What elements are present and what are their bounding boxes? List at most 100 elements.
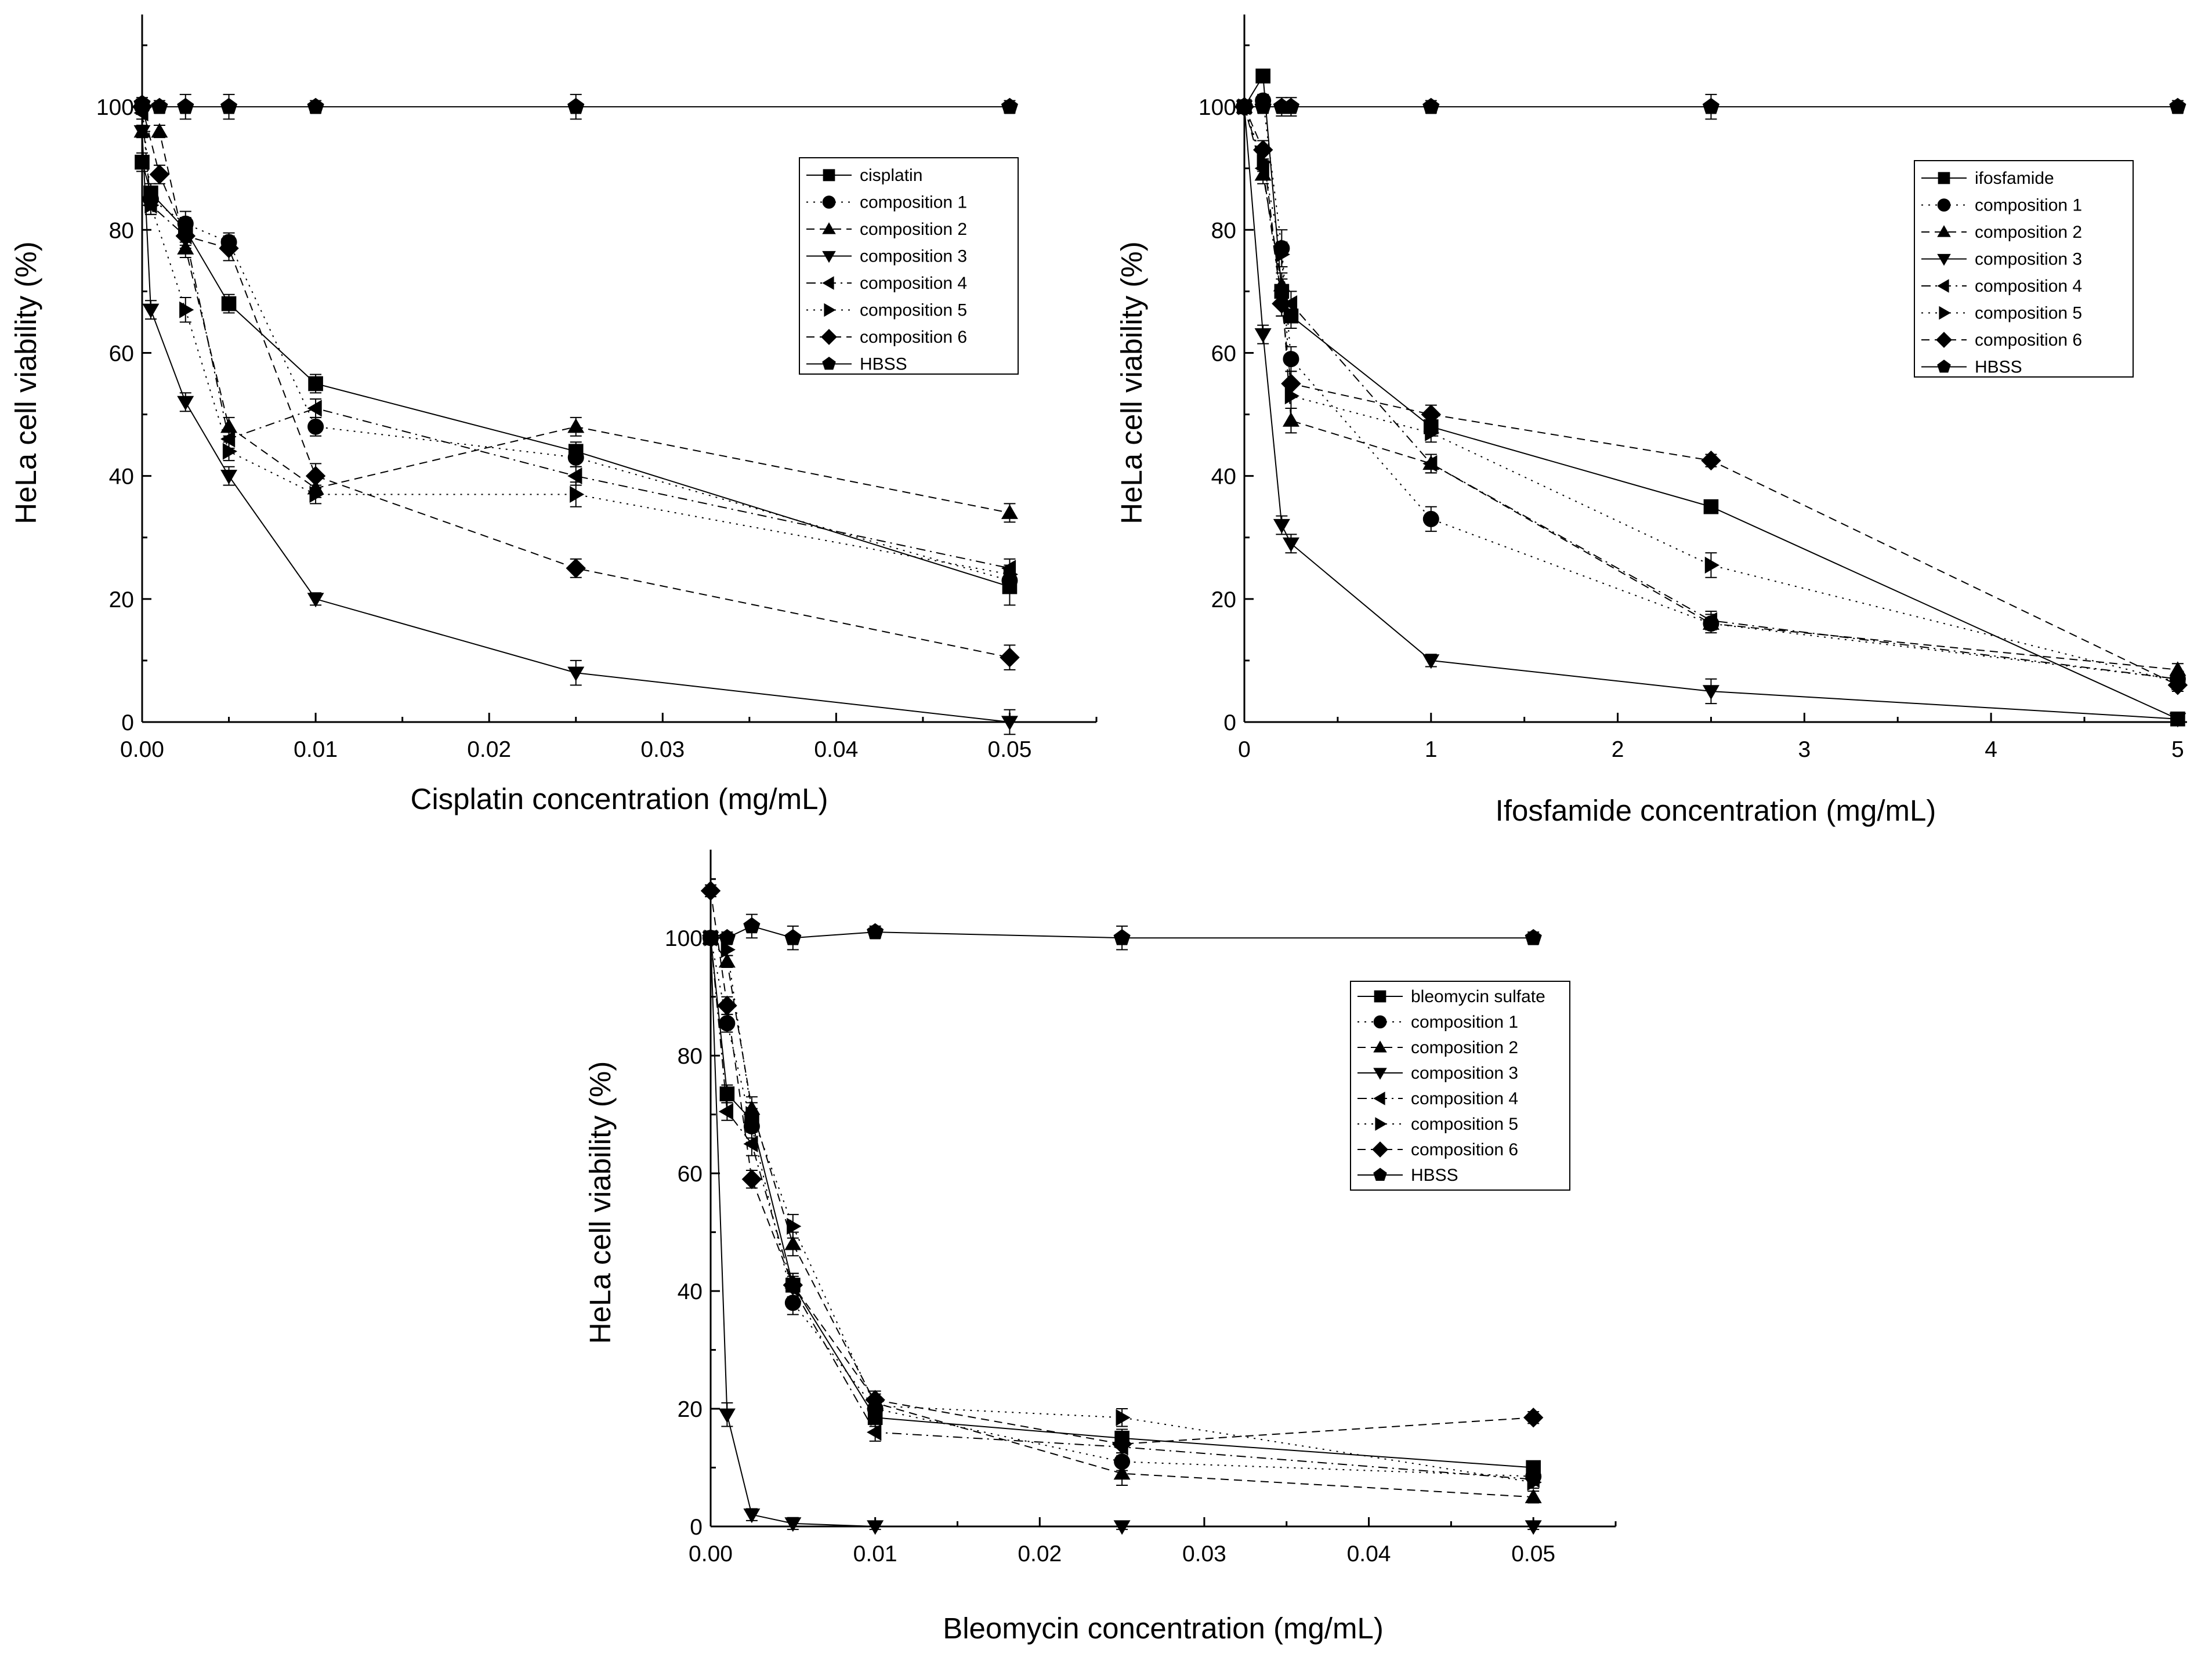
panel0-data-point-composition-4 [307, 400, 322, 417]
panel2-legend-item-hbss: HBSS [1357, 1166, 1458, 1185]
panel2-data-point-composition-6 [741, 1169, 762, 1189]
panel2-y-axis-title: HeLa cell viability (%) [584, 1061, 617, 1344]
panel1-y-tick-label: 0 [1223, 710, 1236, 735]
panel1-legend-label-composition-3: composition 3 [1975, 250, 2082, 269]
panel2-data-point-composition-2 [1525, 1488, 1542, 1503]
panel2-legend: bleomycin sulfate composition 1 compositio… [1350, 981, 1570, 1191]
panel2-legend-box [1350, 981, 1570, 1191]
panel0-data-point-composition-5 [570, 485, 585, 503]
panel1-data-point-composition-3 [1282, 537, 1299, 552]
panel1-x-tick-label: 2 [1612, 737, 1624, 762]
panel2-x-tick-label: 0.02 [1018, 1542, 1062, 1566]
panel0-data-point-composition-6 [149, 164, 170, 185]
panel0-legend-item-composition-1: composition 1 [806, 193, 967, 212]
panel2-data-point-composition-1 [719, 1015, 736, 1032]
panel2-data-point-composition-5 [1116, 1409, 1131, 1426]
panel2-data-point-composition-3 [718, 1408, 736, 1423]
panel0-y-axis-title: HeLa cell viability (%) [9, 241, 42, 524]
panel-bleomycin: 0 20 40 60 80 100 0.00 0.01 0.02 0.03 0.04 0.05 Bleo… [584, 850, 1617, 1645]
panel0-legend-marker-composition-3 [822, 251, 836, 263]
panel0-data-point-composition-3 [177, 396, 194, 411]
panel2-legend-marker-composition-3 [1373, 1068, 1387, 1080]
panel1-data-point-composition-5 [1425, 424, 1440, 441]
panel1-data-point-composition-3 [2169, 713, 2186, 728]
panel0-data-point-hbss [567, 97, 585, 114]
panel0-series-composition-3 [133, 124, 1018, 735]
panel1-data-point-composition-1 [1283, 351, 1299, 368]
panel2-data-point-composition-6 [1523, 1408, 1544, 1428]
panel1-legend-label-composition-5: composition 5 [1975, 304, 2082, 323]
panel0-legend-marker-hbss [822, 357, 836, 370]
panel0-x-tick-label: 0.02 [467, 737, 511, 762]
panel0-series-composition-6 [132, 96, 1020, 670]
panel1-data-point-hbss [2169, 97, 2186, 114]
panel0-y-tick-label: 20 [109, 587, 134, 612]
panel2-data-point-hbss [718, 929, 736, 945]
panel1-legend-item-composition-5: composition 5 [1921, 304, 2082, 323]
panel1-data-point-ifosfamide [1255, 68, 1270, 84]
panel2-data-point-composition-5 [745, 1106, 761, 1123]
panel2-x-tick-label: 0.05 [1511, 1542, 1555, 1566]
panel0-legend-label-composition-1: composition 1 [860, 193, 967, 212]
panel0-data-point-cisplatin [308, 376, 323, 391]
panel0-y-tick-label: 60 [109, 341, 134, 366]
panel1-x-tick-label: 4 [1985, 737, 1997, 762]
panel0-legend-item-composition-3: composition 3 [806, 247, 967, 266]
panel1-legend-item-composition-3: composition 3 [1921, 250, 2082, 269]
panel2-data-point-hbss [702, 929, 719, 945]
panel0-data-point-composition-3 [307, 593, 324, 608]
panel0-data-point-composition-6 [1000, 647, 1020, 668]
panel2-legend-marker-bleomycin-sulfate [1374, 990, 1386, 1003]
panel2-x-tick-label: 0.04 [1347, 1542, 1391, 1566]
panel0-data-point-composition-3 [142, 303, 160, 318]
panel2-x-axis-title: Bleomycin concentration (mg/mL) [943, 1612, 1384, 1645]
panel0-x-tick-label: 0.01 [294, 737, 338, 762]
panel1-data-point-hbss [1702, 97, 1719, 114]
panel2-series-composition-3 [702, 931, 1542, 1535]
panel0-legend-item-composition-2: composition 2 [806, 220, 967, 239]
panel1-legend-marker-composition-3 [1937, 253, 1951, 266]
panel-ifosfamide: 0 20 40 60 80 100 0 1 2 3 4 5 Ifosfamide concentrati… [1115, 14, 2188, 827]
panel1-data-point-composition-5 [1704, 556, 1720, 574]
panel1-data-point-composition-4 [1703, 612, 1718, 629]
panel1-legend-marker-composition-1 [1937, 198, 1951, 212]
panel2-legend-marker-hbss [1373, 1167, 1387, 1181]
panel2-legend-marker-composition-6 [1372, 1141, 1388, 1158]
panel2-data-point-composition-3 [1525, 1520, 1542, 1535]
panel0-legend: cisplatin composition 1 composition 2 compo… [799, 157, 1019, 375]
panel0-legend-marker-composition-4 [822, 276, 834, 290]
panel1-y-tick-label: 20 [1211, 587, 1236, 612]
panel0-y-tick-label: 40 [109, 465, 134, 489]
panel0-data-point-hbss [307, 97, 324, 114]
panel0-x-tick-label: 0.05 [988, 737, 1032, 762]
panel2-data-point-composition-3 [784, 1517, 802, 1532]
panel1-data-point-composition-1 [1422, 510, 1439, 527]
panel2-data-point-composition-6 [865, 1390, 885, 1410]
panel2-legend-label-composition-6: composition 6 [1411, 1140, 1518, 1159]
panel2-y-tick-label: 80 [678, 1044, 703, 1069]
panel2-legend-item-composition-3: composition 3 [1357, 1064, 1518, 1083]
panel2-data-point-composition-2 [1113, 1465, 1131, 1480]
panel1-data-point-composition-6 [1252, 140, 1273, 160]
panel1-legend-marker-hbss [1937, 360, 1951, 373]
panel0-data-point-composition-3 [1001, 716, 1018, 731]
panel0-x-axis-title: Cisplatin concentration (mg/mL) [411, 782, 828, 815]
panel1-series-hbss [1236, 93, 2186, 120]
panel1-data-point-hbss [1236, 97, 1253, 114]
panel1-data-point-composition-3 [1422, 654, 1440, 669]
panel2-legend-label-composition-5: composition 5 [1411, 1115, 1518, 1134]
panel0-data-point-composition-3 [567, 666, 585, 681]
panel1-legend-marker-composition-6 [1936, 332, 1952, 348]
panel0-data-point-composition-6 [175, 226, 196, 246]
panel0-legend-item-hbss: HBSS [806, 355, 907, 374]
panel1-legend-marker-ifosfamide [1938, 172, 1950, 184]
panel2-legend-marker-composition-2 [1373, 1040, 1387, 1053]
panel1-data-point-composition-6 [1281, 373, 1301, 394]
panel2-legend-label-composition-4: composition 4 [1411, 1089, 1518, 1108]
panel2-legend-item-composition-2: composition 2 [1357, 1038, 1518, 1057]
panel2-data-point-composition-3 [1113, 1520, 1131, 1535]
panel2-data-point-hbss [1525, 929, 1542, 945]
panel2-data-point-composition-4 [867, 1424, 882, 1441]
panel1-legend-marker-composition-4 [1937, 279, 1949, 293]
